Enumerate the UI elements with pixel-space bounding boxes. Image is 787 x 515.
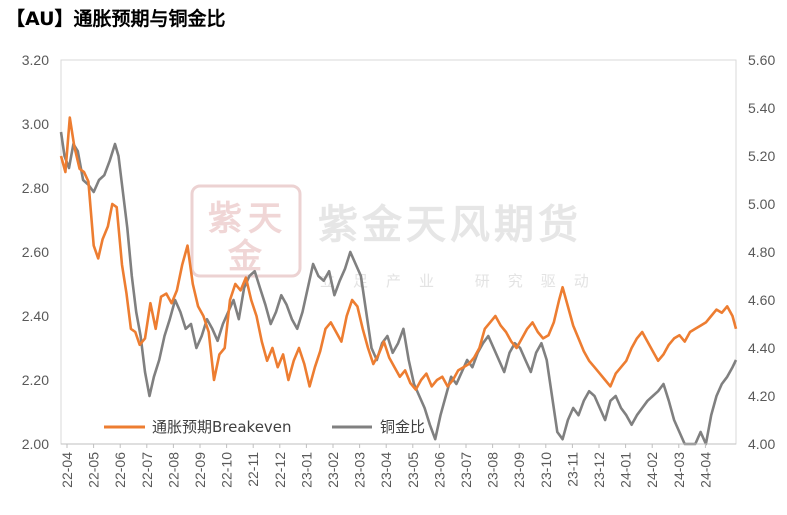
x-tick-label: 23-08 <box>485 452 501 488</box>
x-tick-label: 23-12 <box>591 452 607 488</box>
chart-title: 【AU】通胀预期与铜金比 <box>6 8 226 30</box>
x-tick-label: 23-01 <box>298 452 314 488</box>
x-tick-label: 22-06 <box>112 452 128 488</box>
watermark-logo-frame <box>190 184 302 278</box>
x-tick-label: 23-07 <box>458 452 474 488</box>
x-tick-label: 24-04 <box>697 452 713 488</box>
watermark: 紫 天 金 紫金天风期货 立足产业 研究驱动 <box>190 184 607 290</box>
x-tick-label: 23-06 <box>431 452 447 488</box>
y-left-tick-label: 2.00 <box>22 436 49 452</box>
x-tick-label: 23-05 <box>405 452 421 488</box>
legend-label-copper-gold: 铜金比 <box>380 418 425 436</box>
y-left-tick-label: 2.60 <box>22 244 49 260</box>
watermark-logo-char-2: 天 <box>248 199 286 239</box>
x-tick-label: 23-10 <box>538 452 554 488</box>
y-right-tick-label: 4.40 <box>748 340 775 356</box>
x-tick-label: 24-03 <box>671 452 687 488</box>
x-tick-label: 22-10 <box>219 452 235 488</box>
y-left-tick-label: 2.80 <box>22 180 49 196</box>
x-tick-label: 24-02 <box>644 452 660 488</box>
x-tick-label: 22-09 <box>192 452 208 488</box>
x-tick-label: 22-11 <box>245 452 261 487</box>
x-tick-label: 22-05 <box>86 452 102 488</box>
y-left-tick-label: 3.00 <box>22 116 49 132</box>
x-tick-label: 22-08 <box>165 452 181 488</box>
x-tick-label: 22-04 <box>59 452 75 488</box>
watermark-logo-char-3: 金 <box>227 237 266 277</box>
y-left-tick-label: 2.40 <box>22 308 49 324</box>
x-tick-label: 23-02 <box>325 452 341 488</box>
legend-label-breakeven: 通胀预期Breakeven <box>152 418 292 436</box>
plot-area <box>60 59 737 445</box>
x-tick-label: 22-12 <box>272 452 288 488</box>
axis-layer: 2.00 2.20 2.40 2.60 2.80 3.00 3.20 4.00 4.20 4.40… <box>22 52 776 488</box>
y-right-tick-label: 4.00 <box>748 436 775 452</box>
x-tick-label: 24-01 <box>618 452 634 488</box>
y-left-tick-label: 2.20 <box>22 372 49 388</box>
y-right-tick-label: 4.60 <box>748 292 775 308</box>
y-right-tick-label: 4.80 <box>748 244 775 260</box>
watermark-sub-text: 立足产业 研究驱动 <box>320 272 607 290</box>
series-line-copper-gold <box>59 131 738 446</box>
legend: 通胀预期Breakeven 铜金比 <box>104 418 425 436</box>
y-right-tick-label: 5.00 <box>748 196 775 212</box>
watermark-main-text: 紫金天风期货 <box>318 202 582 248</box>
watermark-logo-char-1: 紫 <box>208 199 246 239</box>
x-tick-label: 23-09 <box>511 452 527 488</box>
y-right-tick-label: 5.20 <box>748 148 775 164</box>
y-right-tick-label: 5.40 <box>748 100 775 116</box>
x-tick-label: 23-03 <box>352 452 368 488</box>
y-right-tick-label: 5.60 <box>748 52 775 68</box>
x-tick-label: 23-04 <box>378 452 394 488</box>
x-tick-label: 22-07 <box>139 452 155 488</box>
x-tick-label: 23-11 <box>564 452 580 487</box>
y-right-tick-label: 4.20 <box>748 388 775 404</box>
y-left-tick-label: 3.20 <box>22 52 49 68</box>
series-line-breakeven <box>59 116 738 391</box>
series-layer <box>59 116 738 446</box>
